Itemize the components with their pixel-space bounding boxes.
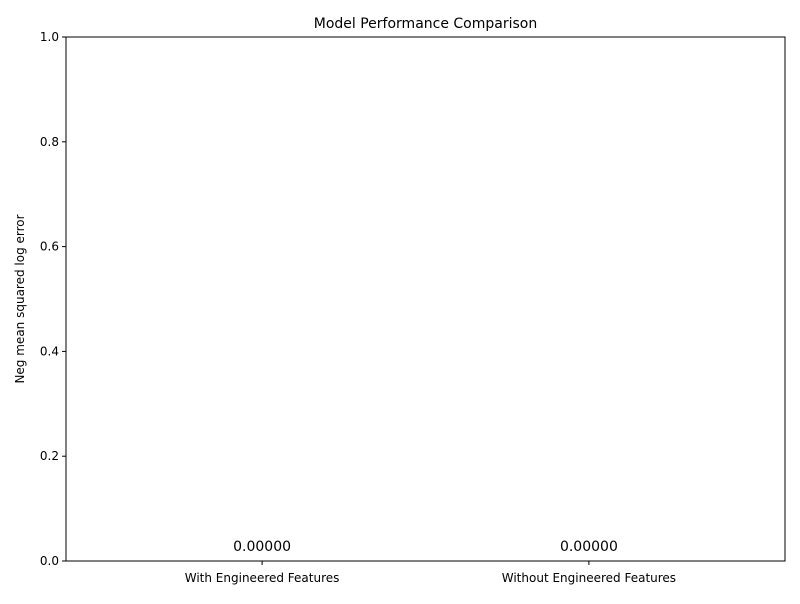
chart-title: Model Performance Comparison: [314, 16, 537, 32]
plot-area: 0.00000 0.00000 0.0 0.2 0.4 0.6 0.8 1.0 With E…: [40, 30, 786, 585]
y-axis-label: Neg mean squared log error: [13, 214, 27, 383]
y-tick-label: 1.0: [40, 30, 59, 44]
plot-frame: [65, 36, 786, 562]
y-axis-ticks: 0.0 0.2 0.4 0.6 0.8 1.0: [40, 30, 66, 568]
bar-value-label: 0.00000: [233, 539, 291, 555]
y-tick-label: 0.4: [40, 344, 59, 358]
bar-value-label: 0.00000: [560, 539, 618, 555]
y-tick-label: 0.2: [40, 449, 59, 463]
value-labels-layer: 0.00000 0.00000: [233, 539, 618, 555]
y-tick-label: 0.0: [40, 554, 59, 568]
x-tick-label: Without Engineered Features: [502, 571, 676, 585]
x-tick-label: With Engineered Features: [185, 571, 340, 585]
x-axis-ticks: With Engineered Features Without Engineer…: [185, 561, 676, 585]
y-tick-label: 0.6: [40, 240, 59, 254]
y-tick-label: 0.8: [40, 135, 59, 149]
